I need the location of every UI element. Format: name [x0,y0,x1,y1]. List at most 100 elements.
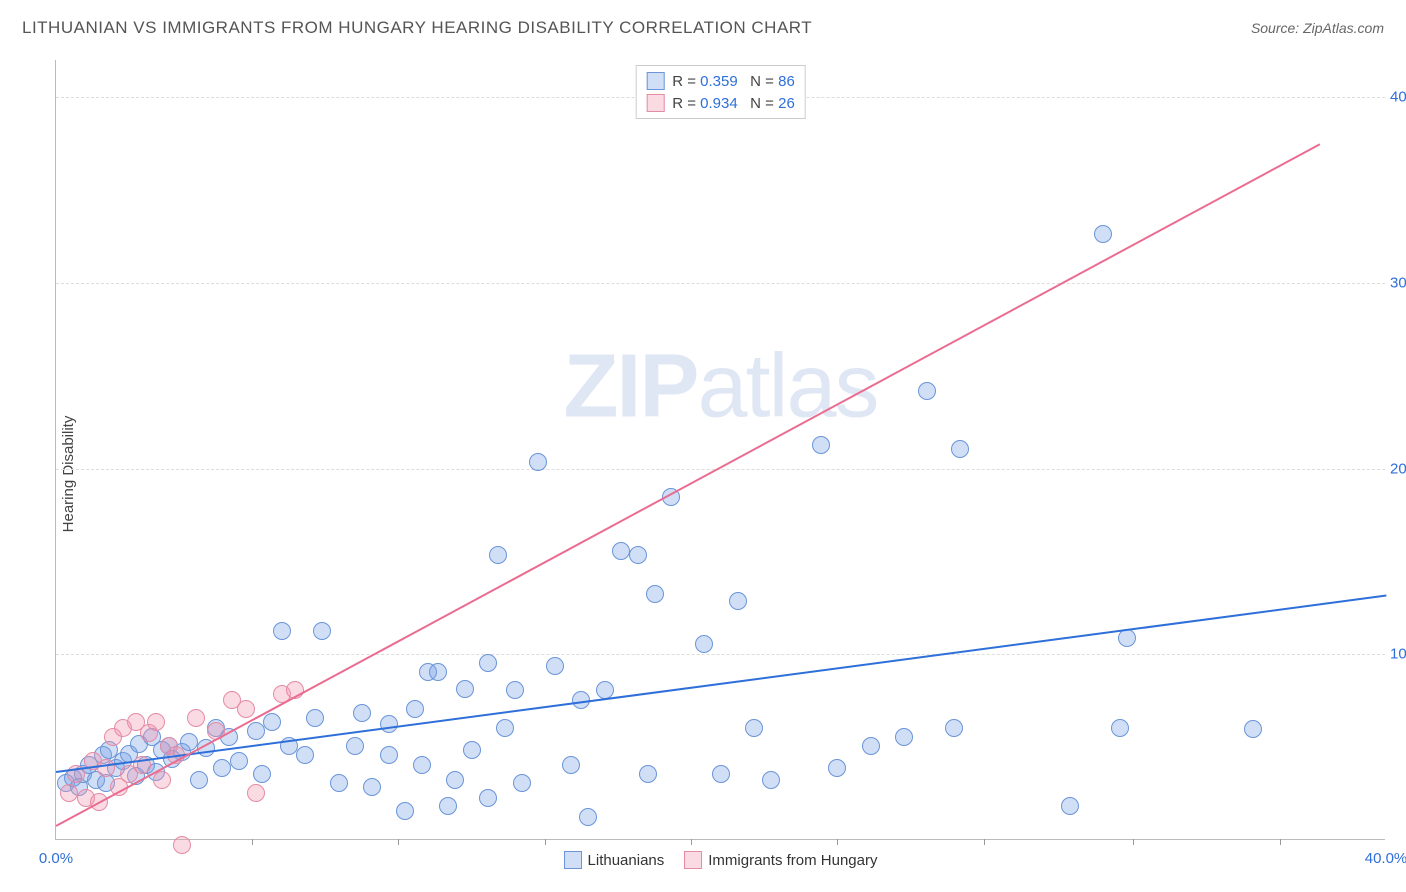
legend-stat-text: R = 0.359 N = 86 [672,73,795,90]
y-tick-label: 40.0% [1390,89,1406,106]
x-tick [545,839,546,845]
data-point [213,759,231,777]
scatter-plot: ZIPatlas 10.0%20.0%30.0%40.0%0.0%40.0%R … [55,60,1385,840]
chart-area: Hearing Disability ZIPatlas 10.0%20.0%30… [0,55,1406,892]
data-point [456,680,474,698]
watermark: ZIPatlas [563,336,877,439]
data-point [479,789,497,807]
data-point [1061,797,1079,815]
gridline [56,654,1385,655]
data-point [489,546,507,564]
data-point [429,663,447,681]
x-tick [984,839,985,845]
data-point [712,765,730,783]
data-point [147,713,165,731]
data-point [306,709,324,727]
gridline [56,283,1385,284]
data-point [951,440,969,458]
data-point [439,797,457,815]
x-tick [1280,839,1281,845]
data-point [346,737,364,755]
data-point [363,778,381,796]
data-point [380,715,398,733]
x-tick-label: 40.0% [1365,850,1406,867]
data-point [812,436,830,454]
watermark-light: atlas [697,337,877,437]
data-point [646,585,664,603]
data-point [60,784,78,802]
data-point [330,774,348,792]
data-point [380,746,398,764]
data-point [513,774,531,792]
data-point [1118,629,1136,647]
data-point [190,771,208,789]
y-tick-label: 30.0% [1390,274,1406,291]
data-point [273,622,291,640]
data-point [695,635,713,653]
trend-line [56,595,1386,773]
watermark-bold: ZIP [563,337,697,437]
data-point [918,382,936,400]
data-point [1244,720,1262,738]
data-point [396,802,414,820]
data-point [230,752,248,770]
data-point [1094,225,1112,243]
data-point [413,756,431,774]
data-point [862,737,880,755]
data-point [296,746,314,764]
x-tick [1133,839,1134,845]
chart-header: LITHUANIAN VS IMMIGRANTS FROM HUNGARY HE… [22,18,1384,38]
chart-title: LITHUANIAN VS IMMIGRANTS FROM HUNGARY HE… [22,18,812,38]
data-point [546,657,564,675]
data-point [153,771,171,789]
x-tick [837,839,838,845]
y-tick-label: 10.0% [1390,646,1406,663]
series-legend: Lithuanians Immigrants from Hungary [564,851,878,869]
data-point [187,709,205,727]
gridline [56,469,1385,470]
data-point [579,808,597,826]
x-tick-label: 0.0% [39,850,73,867]
x-tick [691,839,692,845]
data-point [173,836,191,854]
data-point [729,592,747,610]
legend-stat-text: R = 0.934 N = 26 [672,95,795,112]
series-legend-item: Lithuanians [564,851,665,869]
legend-swatch [646,94,664,112]
data-point [496,719,514,737]
data-point [263,713,281,731]
legend-swatch [646,72,664,90]
chart-source: Source: ZipAtlas.com [1251,20,1384,36]
stats-legend-row: R = 0.934 N = 26 [646,92,795,114]
stats-legend: R = 0.359 N = 86 R = 0.934 N = 26 [635,65,806,119]
legend-swatch [564,851,582,869]
data-point [529,453,547,471]
data-point [406,700,424,718]
data-point [479,654,497,672]
y-tick-label: 20.0% [1390,460,1406,477]
data-point [247,784,265,802]
data-point [446,771,464,789]
series-name: Lithuanians [588,852,665,869]
data-point [253,765,271,783]
x-tick [252,839,253,845]
data-point [612,542,630,560]
data-point [895,728,913,746]
data-point [353,704,371,722]
data-point [1111,719,1129,737]
data-point [629,546,647,564]
data-point [762,771,780,789]
trend-line [56,144,1320,827]
x-tick [398,839,399,845]
series-legend-item: Immigrants from Hungary [684,851,877,869]
data-point [247,722,265,740]
data-point [97,759,115,777]
data-point [828,759,846,777]
data-point [945,719,963,737]
stats-legend-row: R = 0.359 N = 86 [646,70,795,92]
data-point [562,756,580,774]
series-name: Immigrants from Hungary [708,852,877,869]
data-point [745,719,763,737]
data-point [313,622,331,640]
data-point [237,700,255,718]
